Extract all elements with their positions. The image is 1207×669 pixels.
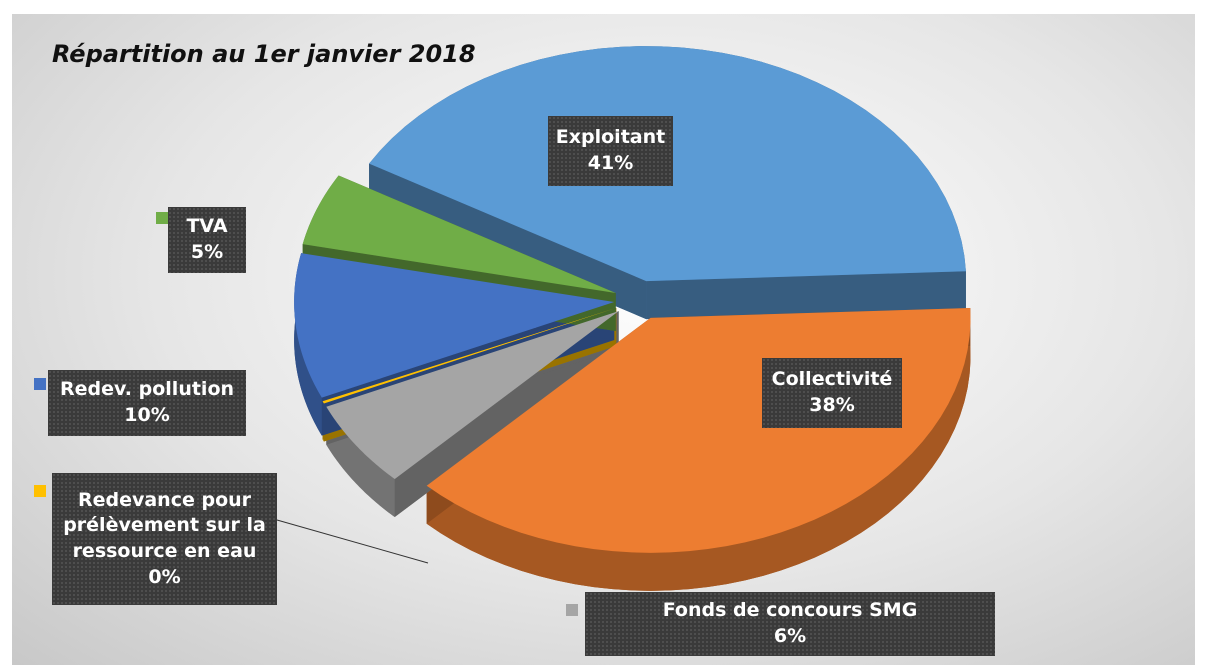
- slice: [294, 253, 615, 398]
- legend-key: [156, 212, 168, 224]
- label-value: 41%: [587, 152, 634, 174]
- leader-line: [276, 519, 429, 564]
- label-name: TVA: [186, 215, 228, 238]
- data-label: Exploitant 41%: [548, 116, 673, 186]
- label-value: 38%: [809, 394, 855, 416]
- label-name: Exploitant: [555, 126, 666, 149]
- slice: [322, 307, 617, 404]
- slice-side: [426, 307, 971, 591]
- label-name: Collectivité: [771, 368, 893, 391]
- label-name: Fonds de concours SMG: [662, 599, 918, 622]
- chart-title: Répartition au 1er janvier 2018: [52, 40, 476, 68]
- legend-key: [34, 378, 46, 390]
- label-name: Redevance pour prélèvement sur la ressou…: [63, 488, 266, 562]
- legend-key: [34, 485, 46, 497]
- data-label: Collectivité 38%: [762, 358, 902, 428]
- data-label: Redevance pour prélèvement sur la ressou…: [52, 473, 277, 605]
- slice-side: [646, 271, 966, 320]
- data-label: Fonds de concours SMG 6%: [585, 592, 995, 656]
- data-label: Redev. pollution 10%: [48, 370, 246, 436]
- data-label: TVA 5%: [168, 207, 246, 273]
- slice: [326, 311, 619, 480]
- label-value: 6%: [773, 625, 807, 647]
- slice: [302, 175, 616, 294]
- label-name: Redev. pollution: [59, 378, 235, 401]
- slice-side: [294, 253, 322, 436]
- label-value: 0%: [148, 565, 181, 588]
- legend-key: [566, 604, 578, 616]
- label-value: 10%: [124, 404, 170, 426]
- label-value: 5%: [190, 241, 224, 263]
